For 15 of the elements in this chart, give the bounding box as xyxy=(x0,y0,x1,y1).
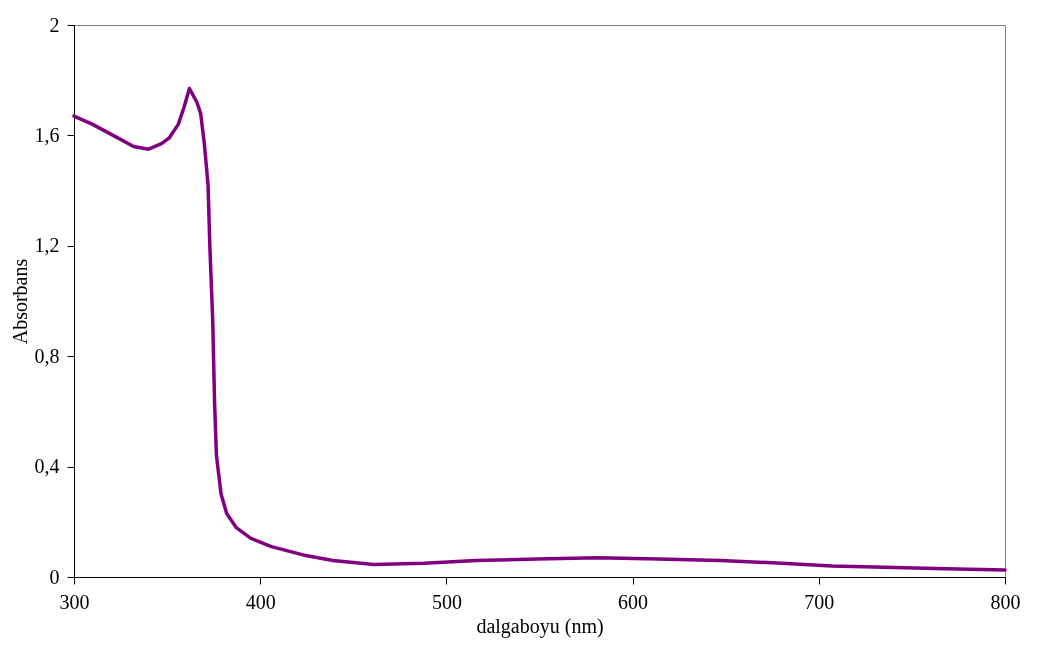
y-tick-label: 1,6 xyxy=(34,123,60,146)
y-tick-label: 0,4 xyxy=(34,455,60,478)
y-tick-label: 1,2 xyxy=(34,234,60,257)
x-tick-label: 500 xyxy=(431,590,462,613)
x-tick-label: 600 xyxy=(618,590,649,613)
y-tick-label: 2 xyxy=(49,13,60,36)
y-tick-label: 0,8 xyxy=(34,344,60,367)
x-tick-label: 300 xyxy=(59,590,90,613)
y-axis-title: Absorbans xyxy=(8,258,31,345)
x-tick-label: 400 xyxy=(245,590,276,613)
x-tick-label: 700 xyxy=(804,590,835,613)
line-series xyxy=(72,86,1007,572)
x-axis-title: dalgaboyu (nm) xyxy=(476,614,604,638)
x-tick-label: 800 xyxy=(990,590,1021,613)
y-tick-label: 0 xyxy=(49,565,60,588)
